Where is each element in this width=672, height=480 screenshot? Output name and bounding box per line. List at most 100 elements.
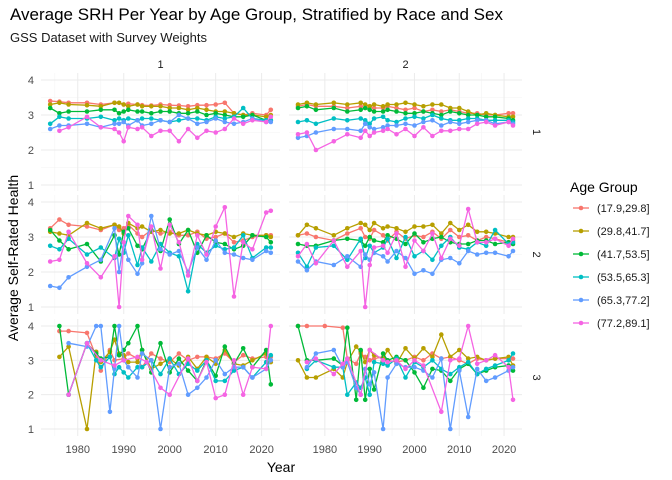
data-point bbox=[135, 126, 140, 132]
data-point bbox=[84, 426, 90, 432]
x-axis-title: Year bbox=[267, 459, 296, 475]
data-point bbox=[371, 238, 377, 243]
data-point bbox=[421, 268, 426, 273]
panel-series-2-3 bbox=[295, 323, 516, 432]
data-point bbox=[412, 364, 417, 370]
data-point bbox=[313, 356, 319, 361]
data-point bbox=[448, 236, 453, 242]
data-point bbox=[135, 262, 140, 268]
data-point bbox=[385, 347, 390, 353]
data-point bbox=[213, 224, 218, 229]
data-point bbox=[430, 102, 435, 107]
data-point bbox=[385, 363, 390, 368]
data-point bbox=[483, 234, 489, 240]
data-point bbox=[84, 224, 90, 229]
data-point bbox=[403, 234, 408, 240]
data-point bbox=[222, 116, 228, 121]
data-point bbox=[176, 356, 182, 361]
data-point bbox=[380, 128, 386, 134]
data-point bbox=[126, 116, 131, 121]
data-point bbox=[403, 346, 408, 351]
data-point bbox=[126, 257, 131, 263]
data-point bbox=[506, 111, 511, 116]
data-point bbox=[394, 102, 399, 107]
data-point bbox=[185, 107, 191, 113]
data-point bbox=[295, 135, 301, 141]
data-point bbox=[66, 344, 71, 349]
data-point bbox=[457, 347, 462, 353]
data-point bbox=[380, 125, 386, 130]
panel-series-1-3 bbox=[57, 323, 274, 432]
data-point bbox=[84, 114, 90, 120]
data-point bbox=[222, 392, 228, 398]
data-point bbox=[510, 397, 516, 403]
data-point bbox=[331, 243, 337, 249]
data-point bbox=[213, 243, 218, 249]
data-point bbox=[403, 358, 408, 363]
y-tick-label: 1 bbox=[28, 180, 34, 192]
data-point bbox=[474, 252, 480, 257]
facet-strip-row: 2 bbox=[530, 251, 542, 257]
data-point bbox=[98, 114, 104, 120]
data-point bbox=[263, 114, 269, 120]
data-point bbox=[231, 234, 237, 240]
series-line bbox=[297, 121, 514, 151]
data-point bbox=[439, 409, 444, 415]
data-point bbox=[510, 356, 516, 361]
data-point bbox=[263, 347, 269, 353]
data-point bbox=[98, 104, 104, 109]
data-point bbox=[47, 283, 53, 289]
data-point bbox=[167, 252, 172, 257]
data-point bbox=[492, 114, 498, 120]
data-point bbox=[371, 387, 377, 392]
data-point bbox=[465, 241, 471, 247]
data-point bbox=[412, 358, 417, 363]
data-point bbox=[421, 125, 426, 130]
data-point bbox=[421, 346, 426, 351]
data-point bbox=[268, 208, 274, 214]
data-point bbox=[231, 116, 237, 121]
data-point bbox=[367, 107, 373, 113]
data-point bbox=[98, 257, 104, 263]
y-tick-label: 4 bbox=[28, 321, 34, 333]
data-point bbox=[474, 112, 480, 118]
data-point bbox=[185, 104, 191, 109]
data-point bbox=[268, 114, 274, 120]
data-point bbox=[403, 241, 408, 247]
data-point bbox=[112, 363, 117, 368]
data-point bbox=[176, 231, 182, 236]
data-point bbox=[112, 253, 117, 259]
data-point bbox=[345, 257, 350, 263]
data-point bbox=[371, 116, 377, 121]
data-point bbox=[47, 102, 53, 107]
data-point bbox=[139, 104, 145, 109]
data-point bbox=[263, 366, 269, 372]
data-point bbox=[448, 128, 453, 134]
data-point bbox=[295, 259, 301, 264]
data-point bbox=[135, 271, 140, 277]
data-point bbox=[331, 262, 337, 268]
data-point bbox=[126, 364, 131, 370]
data-point bbox=[240, 255, 246, 261]
data-point bbox=[195, 354, 200, 360]
data-point bbox=[222, 250, 228, 256]
data-point bbox=[430, 107, 435, 113]
data-point bbox=[66, 328, 71, 334]
data-point bbox=[135, 222, 140, 228]
data-point bbox=[66, 247, 71, 252]
data-point bbox=[385, 250, 390, 256]
data-point bbox=[448, 109, 453, 114]
data-point bbox=[84, 121, 90, 127]
data-point bbox=[250, 358, 255, 363]
data-point bbox=[483, 114, 489, 120]
data-point bbox=[204, 233, 209, 238]
data-point bbox=[116, 111, 122, 116]
data-point bbox=[403, 126, 408, 132]
data-point bbox=[394, 248, 399, 254]
data-point bbox=[430, 118, 435, 123]
data-point bbox=[465, 112, 471, 118]
data-point bbox=[313, 147, 319, 153]
data-point bbox=[231, 111, 237, 116]
data-point bbox=[358, 104, 364, 109]
data-point bbox=[362, 234, 368, 240]
